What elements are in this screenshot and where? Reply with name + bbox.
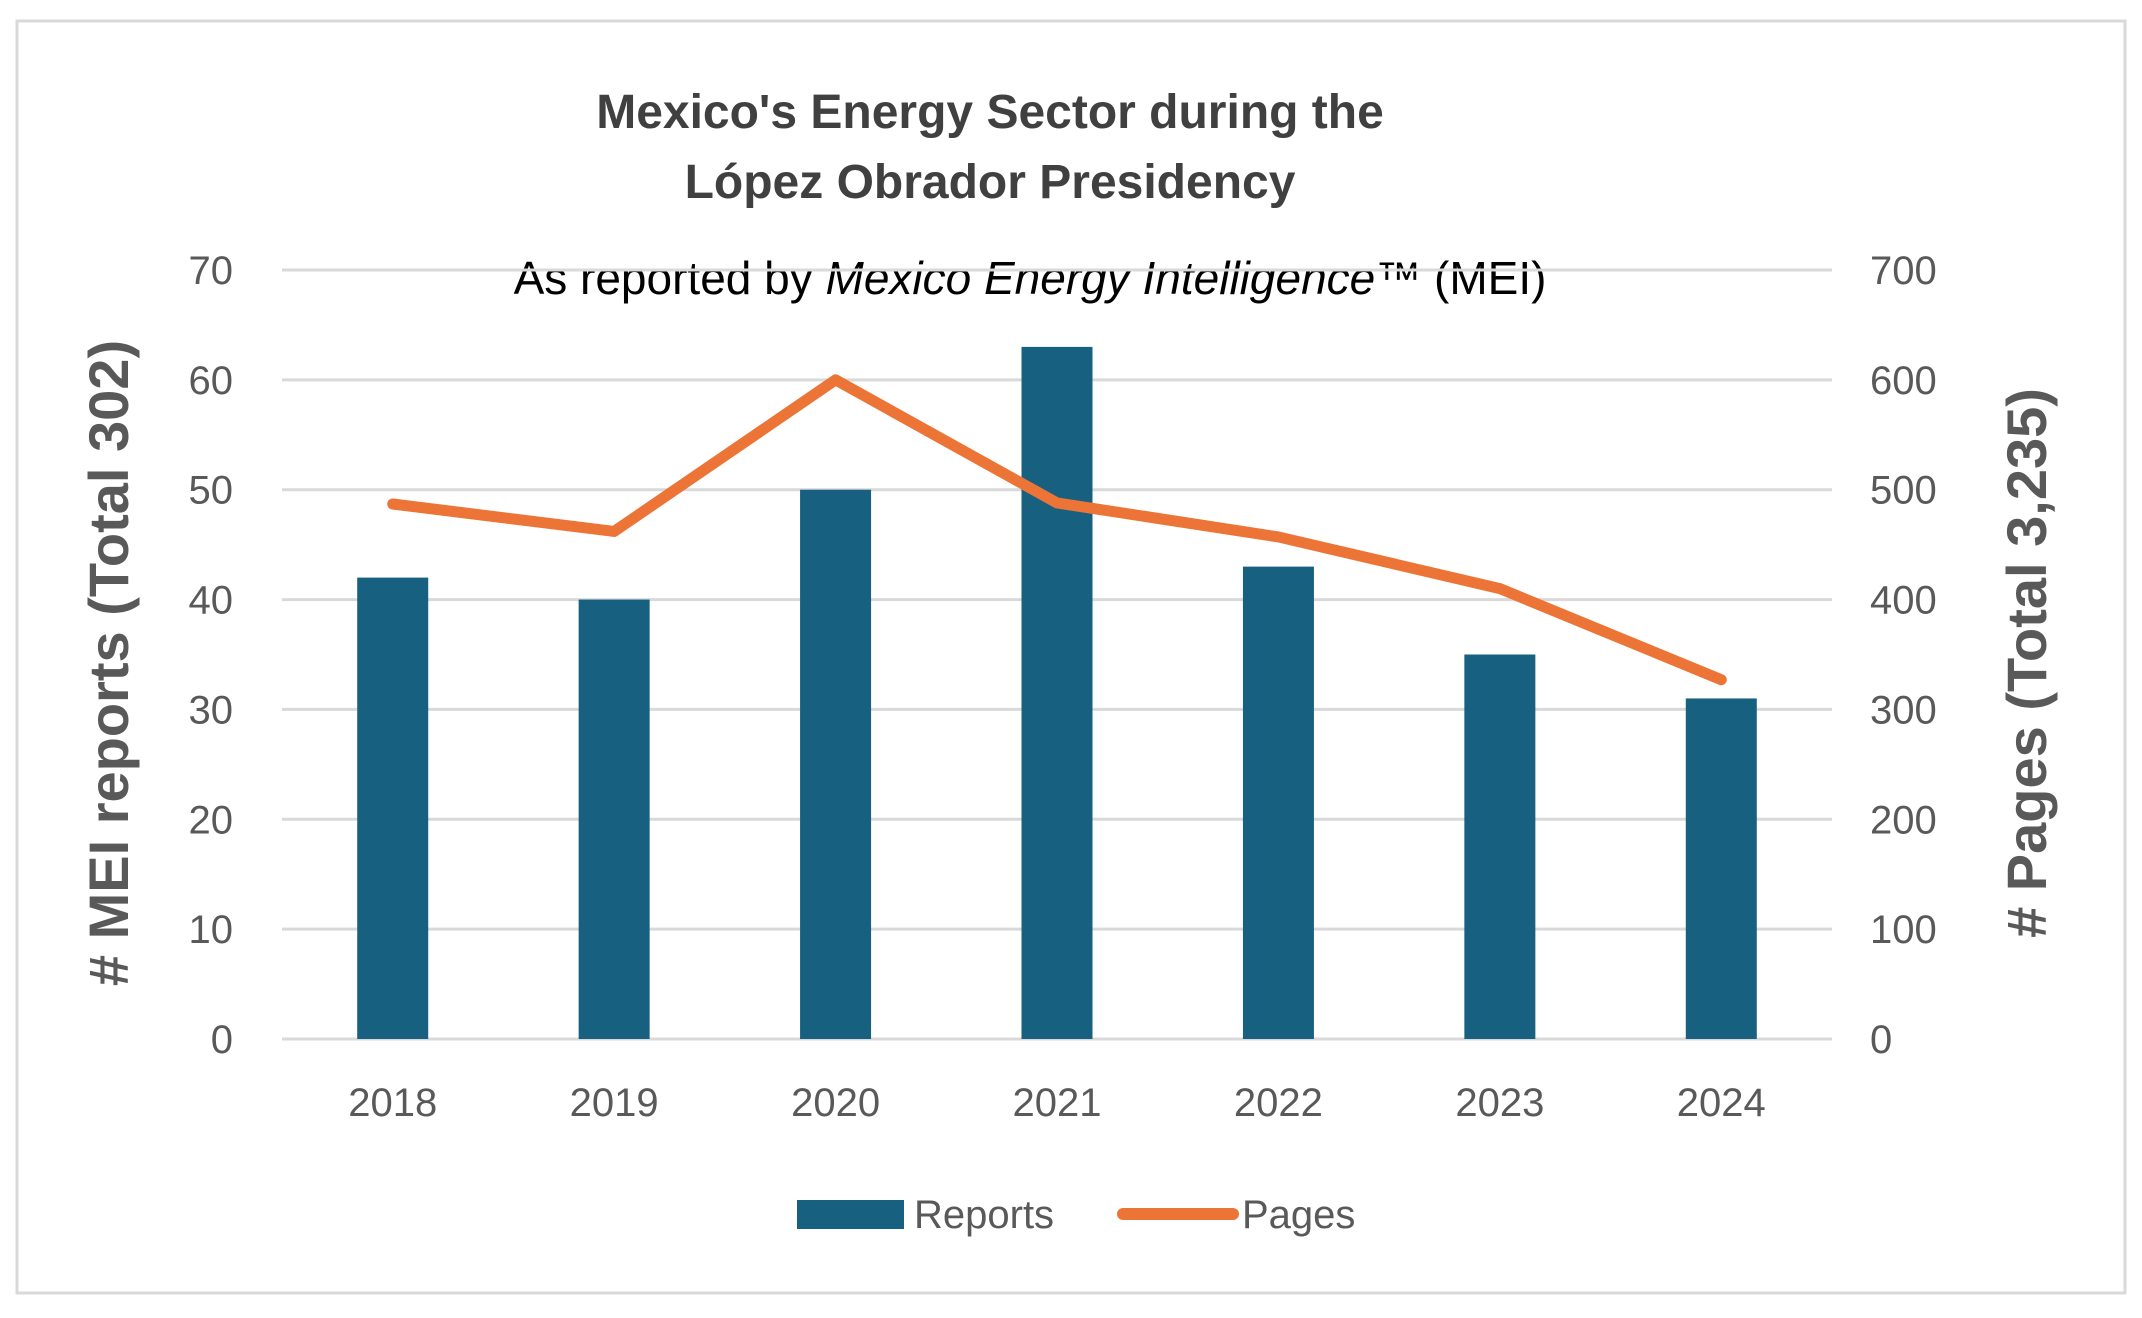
left-tick-label-10: 10 xyxy=(189,908,234,952)
chart-subtitle-prefix: As reported by xyxy=(514,252,826,304)
right-tick-label-300: 300 xyxy=(1870,688,1937,732)
right-axis-ticks: 0 100 200 300 400 500 600 700 xyxy=(1870,249,1937,1062)
left-tick-label-20: 20 xyxy=(189,798,234,842)
x-tick-label-2023: 2023 xyxy=(1455,1081,1544,1125)
chart-subtitle-suffix: ™ (MEI) xyxy=(1375,252,1546,304)
right-tick-label-0: 0 xyxy=(1870,1018,1892,1062)
legend-label-pages: Pages xyxy=(1242,1193,1355,1237)
bar-2018 xyxy=(357,577,429,1039)
legend-swatch-reports xyxy=(797,1200,904,1229)
x-tick-label-2020: 2020 xyxy=(791,1081,880,1125)
pages-line xyxy=(387,374,1727,686)
chart-title-line-1: Mexico's Energy Sector during the xyxy=(596,86,1384,139)
chart-subtitle-italic: Mexico Energy Intelligence xyxy=(826,252,1376,304)
left-tick-label-30: 30 xyxy=(189,688,234,732)
right-tick-label-600: 600 xyxy=(1870,359,1937,403)
x-tick-label-2019: 2019 xyxy=(570,1081,659,1125)
left-tick-label-70: 70 xyxy=(189,249,234,293)
legend: Reports Pages xyxy=(797,1193,1355,1237)
right-tick-label-700: 700 xyxy=(1870,249,1937,293)
line-series-pages xyxy=(387,374,1727,686)
x-tick-label-2021: 2021 xyxy=(1013,1081,1102,1125)
left-tick-label-40: 40 xyxy=(189,579,234,623)
x-tick-label-2022: 2022 xyxy=(1234,1081,1323,1125)
left-axis-title: # MEI reports (Total 302) xyxy=(77,340,140,986)
left-tick-label-0: 0 xyxy=(211,1018,233,1062)
x-tick-label-2024: 2024 xyxy=(1677,1081,1766,1125)
bar-2019 xyxy=(578,599,650,1039)
x-tick-label-2018: 2018 xyxy=(348,1081,437,1125)
right-tick-label-200: 200 xyxy=(1870,798,1937,842)
bar-2022 xyxy=(1242,566,1314,1039)
legend-label-reports: Reports xyxy=(914,1193,1054,1237)
chart-subtitle: As reported by Mexico Energy Intelligenc… xyxy=(514,252,1547,304)
right-axis-title: # Pages (Total 3,235) xyxy=(1995,388,2058,938)
bar-2023 xyxy=(1464,654,1536,1039)
left-axis-ticks: 0 10 20 30 40 50 60 70 xyxy=(189,249,234,1062)
left-tick-label-60: 60 xyxy=(189,359,234,403)
x-axis-ticks: 2018 2019 2020 2021 2022 2023 2024 xyxy=(348,1081,1766,1125)
right-tick-label-500: 500 xyxy=(1870,469,1937,513)
bar-2024 xyxy=(1685,698,1757,1039)
chart-title-line-2: López Obrador Presidency xyxy=(685,156,1296,209)
bar-2020 xyxy=(800,489,872,1039)
right-tick-label-400: 400 xyxy=(1870,579,1937,623)
bar-series-reports xyxy=(357,346,1757,1039)
left-tick-label-50: 50 xyxy=(189,469,234,513)
bar-2021 xyxy=(1021,346,1093,1039)
right-tick-label-100: 100 xyxy=(1870,908,1937,952)
